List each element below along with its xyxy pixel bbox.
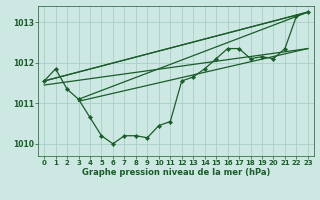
- X-axis label: Graphe pression niveau de la mer (hPa): Graphe pression niveau de la mer (hPa): [82, 168, 270, 177]
